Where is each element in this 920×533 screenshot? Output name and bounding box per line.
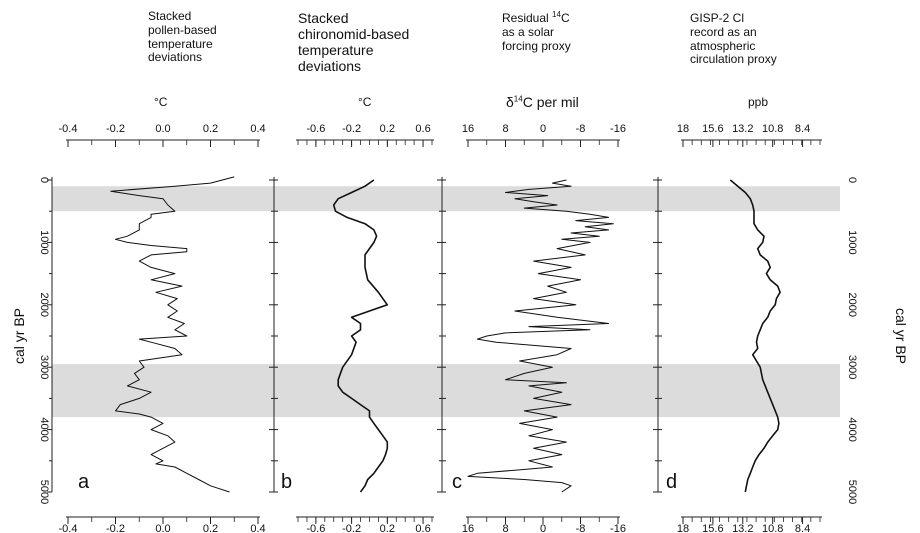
y-axis-title-left: cal yr BP <box>11 308 27 364</box>
top-tick-label-b: -0.6 <box>306 123 325 135</box>
age-tick-label: 4000 <box>38 417 50 441</box>
top-tick-label-d: 8.4 <box>795 123 810 135</box>
labels-layer: -0.4 -0.2 0.0 0.2 0.4 -0.4 -0.2 0.0 0.2 0.4 0 1000 2… <box>11 123 909 533</box>
panel-label-b: b <box>281 471 292 493</box>
top-tick-label-d: 10.8 <box>762 123 783 135</box>
series-line-panel-c <box>467 179 614 493</box>
age-tick-label: 1000 <box>38 230 50 254</box>
top-tick-label-a: 0.2 <box>203 123 218 135</box>
age-tick-label: 3000 <box>846 355 858 379</box>
bottom-tick-label-c: 8 <box>502 523 508 533</box>
title-panel-a: Stacked pollen-based temperature deviati… <box>148 9 217 65</box>
top-tick-label-a: -0.4 <box>59 123 78 135</box>
unit-label-d: ppb <box>748 95 769 109</box>
age-tick-label: 5000 <box>38 480 50 504</box>
top-tick-label-c: 8 <box>502 123 508 135</box>
age-tick-label: 3000 <box>38 355 50 379</box>
bottom-tick-label-a: -0.4 <box>59 523 78 533</box>
age-tick-label: 1000 <box>846 230 858 254</box>
title-c-pre: Residual <box>502 11 553 25</box>
series-line-panel-d <box>729 179 781 493</box>
title-c-post: C as a solar forcing proxy <box>502 11 571 53</box>
top-tick-label-c: -16 <box>610 123 626 135</box>
bottom-tick-label-b: -0.6 <box>306 523 325 533</box>
age-tick-label: 4000 <box>846 417 858 441</box>
bottom-tick-label-a: -0.2 <box>106 523 125 533</box>
top-tick-label-b: -0.2 <box>342 123 361 135</box>
bottom-tick-label-a: 0.2 <box>203 523 218 533</box>
shaded-intervals <box>52 186 840 418</box>
top-tick-label-d: 18 <box>677 123 689 135</box>
bottom-tick-label-d: 13.2 <box>732 523 753 533</box>
top-tick-label-c: 0 <box>540 123 546 135</box>
shaded-interval-1 <box>52 186 840 212</box>
title-panel-c: Residual 14C as a solar forcing proxy <box>502 10 571 53</box>
age-tick-label: 2000 <box>38 293 50 317</box>
top-tick-label-c: -8 <box>576 123 586 135</box>
bottom-tick-label-c: 0 <box>540 523 546 533</box>
bottom-tick-label-d: 10.8 <box>762 523 783 533</box>
bottom-tick-label-a: 0.4 <box>250 523 265 533</box>
title-c-sup: 14 <box>552 10 561 19</box>
unit-c-pre: δ <box>506 94 514 110</box>
bottom-tick-label-b: 0.2 <box>380 523 395 533</box>
top-tick-label-b: 0.2 <box>380 123 395 135</box>
unit-label-c: δ14C per mil <box>506 94 579 110</box>
series-line-panel-a <box>110 176 235 493</box>
bottom-tick-label-b: -0.2 <box>342 523 361 533</box>
bottom-tick-label-d: 15.6 <box>702 523 723 533</box>
unit-c-sup: 14 <box>513 94 523 104</box>
axes-layer <box>47 139 822 524</box>
top-tick-label-c: 16 <box>462 123 474 135</box>
bottom-tick-label-c: -16 <box>610 523 626 533</box>
top-tick-label-a: 0.4 <box>250 123 265 135</box>
top-tick-label-d: 13.2 <box>732 123 753 135</box>
top-tick-label-a: 0.0 <box>155 123 170 135</box>
age-tick-label: 5000 <box>846 480 858 504</box>
bottom-tick-label-a: 0.0 <box>155 523 170 533</box>
series-line-panel-b <box>332 179 389 493</box>
bottom-tick-label-b: 0.6 <box>415 523 430 533</box>
bottom-tick-label-c: -8 <box>576 523 586 533</box>
unit-label-a: °C <box>154 95 168 109</box>
title-panel-d: GISP-2 Cl record as an atmospheric circu… <box>690 11 777 67</box>
panel-label-c: c <box>452 471 462 493</box>
top-tick-label-d: 15.6 <box>702 123 723 135</box>
top-tick-label-b: 0.6 <box>415 123 430 135</box>
age-tick-label: 2000 <box>846 293 858 317</box>
unit-c-post: C per mil <box>522 94 579 110</box>
panel-label-a: a <box>78 471 90 493</box>
age-tick-label: 0 <box>846 177 858 183</box>
bottom-tick-label-c: 16 <box>462 523 474 533</box>
series-layer <box>110 176 781 493</box>
top-tick-label-a: -0.2 <box>106 123 125 135</box>
unit-label-b: °C <box>358 95 372 109</box>
shaded-interval-2 <box>52 364 840 418</box>
y-axis-title-right: cal yr BP <box>893 308 909 364</box>
title-panel-b: Stacked chironomid-based temperature dev… <box>298 10 410 75</box>
age-tick-label: 0 <box>38 177 50 183</box>
bottom-tick-label-d: 18 <box>677 523 689 533</box>
panel-label-d: d <box>666 471 677 493</box>
bottom-tick-label-d: 8.4 <box>795 523 810 533</box>
